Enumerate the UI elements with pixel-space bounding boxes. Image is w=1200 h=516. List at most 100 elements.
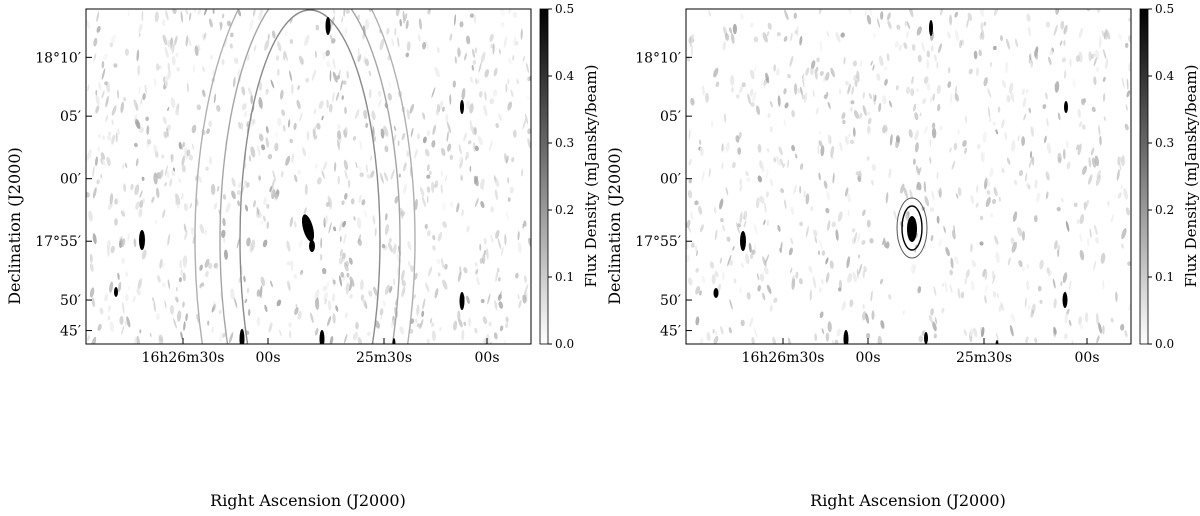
noise-speckle: [498, 49, 501, 55]
noise-speckle: [323, 217, 326, 228]
noise-speckle: [170, 153, 174, 163]
noise-speckle: [735, 94, 740, 99]
noise-speckle: [690, 210, 694, 220]
noise-speckle: [262, 239, 268, 248]
noise-speckle: [297, 169, 302, 175]
noise-speckle: [194, 45, 199, 56]
noise-speckle: [267, 153, 273, 160]
noise-speckle: [342, 275, 346, 282]
noise-speckle: [358, 165, 362, 172]
noise-speckle: [799, 86, 803, 96]
noise-speckle: [791, 144, 796, 152]
noise-speckle: [888, 168, 892, 179]
noise-speckle: [947, 31, 951, 39]
noise-speckle: [305, 77, 310, 83]
noise-speckle: [998, 196, 1001, 202]
noise-speckle: [223, 38, 228, 48]
noise-speckle: [182, 301, 185, 308]
noise-speckle: [787, 337, 792, 344]
noise-speckle: [783, 118, 787, 128]
noise-speckle: [480, 178, 485, 190]
noise-speckle: [126, 316, 131, 328]
noise-speckle: [835, 229, 839, 241]
noise-speckle: [741, 82, 746, 88]
noise-speckle: [756, 272, 760, 281]
noise-speckle: [151, 196, 155, 203]
noise-speckle: [762, 32, 768, 43]
noise-speckle: [399, 18, 402, 27]
noise-speckle: [1073, 202, 1078, 207]
noise-speckle: [158, 336, 164, 344]
noise-speckle: [277, 117, 282, 127]
noise-speckle: [311, 69, 317, 81]
noise-speckle: [320, 237, 323, 249]
noise-speckle: [900, 183, 905, 194]
noise-speckle: [849, 299, 854, 308]
noise-speckle: [407, 240, 412, 251]
noise-speckle: [1045, 171, 1050, 181]
noise-speckle: [933, 333, 937, 339]
noise-speckle: [747, 93, 751, 105]
noise-speckle: [1105, 29, 1111, 40]
noise-speckle: [299, 112, 303, 122]
noise-speckle: [96, 179, 100, 185]
noise-speckle: [461, 209, 464, 217]
noise-speckle: [329, 70, 332, 82]
noise-speckle: [374, 227, 377, 237]
noise-speckle: [117, 281, 122, 293]
y-tick-label: 00′: [60, 172, 81, 188]
noise-speckle: [105, 114, 109, 122]
noise-speckle: [398, 173, 401, 178]
noise-speckle: [763, 266, 769, 275]
noise-speckle: [1052, 278, 1056, 289]
noise-speckle: [136, 49, 140, 62]
noise-speckle: [298, 55, 304, 65]
noise-speckle: [349, 276, 355, 287]
noise-speckle: [687, 190, 693, 199]
noise-speckle: [858, 112, 863, 120]
noise-speckle: [164, 164, 168, 177]
noise-speckle: [814, 236, 817, 244]
noise-speckle: [149, 333, 152, 337]
noise-speckle: [931, 127, 937, 139]
noise-speckle: [314, 327, 319, 336]
noise-speckle: [186, 149, 191, 157]
noise-speckle: [358, 194, 362, 204]
noise-speckle: [871, 164, 877, 172]
noise-speckle: [799, 163, 804, 170]
noise-speckle: [957, 129, 960, 135]
noise-speckle: [463, 132, 467, 142]
noise-speckle: [282, 124, 286, 132]
noise-speckle: [277, 41, 282, 52]
noise-speckle: [866, 219, 871, 228]
noise-speckle: [87, 149, 92, 160]
noise-speckle: [1028, 157, 1033, 168]
noise-speckle: [364, 58, 369, 67]
noise-speckle: [765, 168, 769, 178]
noise-speckle: [464, 53, 467, 61]
noise-speckle: [750, 102, 755, 107]
colorbar-tick-label: 0.3: [1155, 136, 1174, 150]
noise-speckle: [524, 284, 529, 295]
noise-speckle: [949, 147, 952, 153]
noise-speckle: [1121, 77, 1125, 89]
noise-speckle: [482, 253, 486, 265]
noise-speckle: [954, 11, 958, 18]
noise-speckle: [975, 202, 979, 208]
noise-speckle: [406, 108, 410, 120]
noise-speckle: [341, 95, 344, 100]
noise-speckle: [328, 197, 333, 210]
noise-speckle: [522, 223, 525, 229]
noise-speckle: [335, 91, 340, 101]
noise-speckle: [767, 22, 772, 30]
noise-speckle: [337, 124, 341, 130]
noise-speckle: [843, 56, 846, 65]
noise-speckle: [955, 85, 957, 96]
noise-speckle: [765, 254, 770, 264]
noise-speckle: [432, 245, 436, 251]
noise-speckle: [363, 109, 368, 120]
noise-speckle: [975, 67, 980, 77]
noise-speckle: [379, 38, 385, 51]
noise-speckle: [342, 220, 347, 228]
noise-speckle: [1046, 142, 1052, 154]
